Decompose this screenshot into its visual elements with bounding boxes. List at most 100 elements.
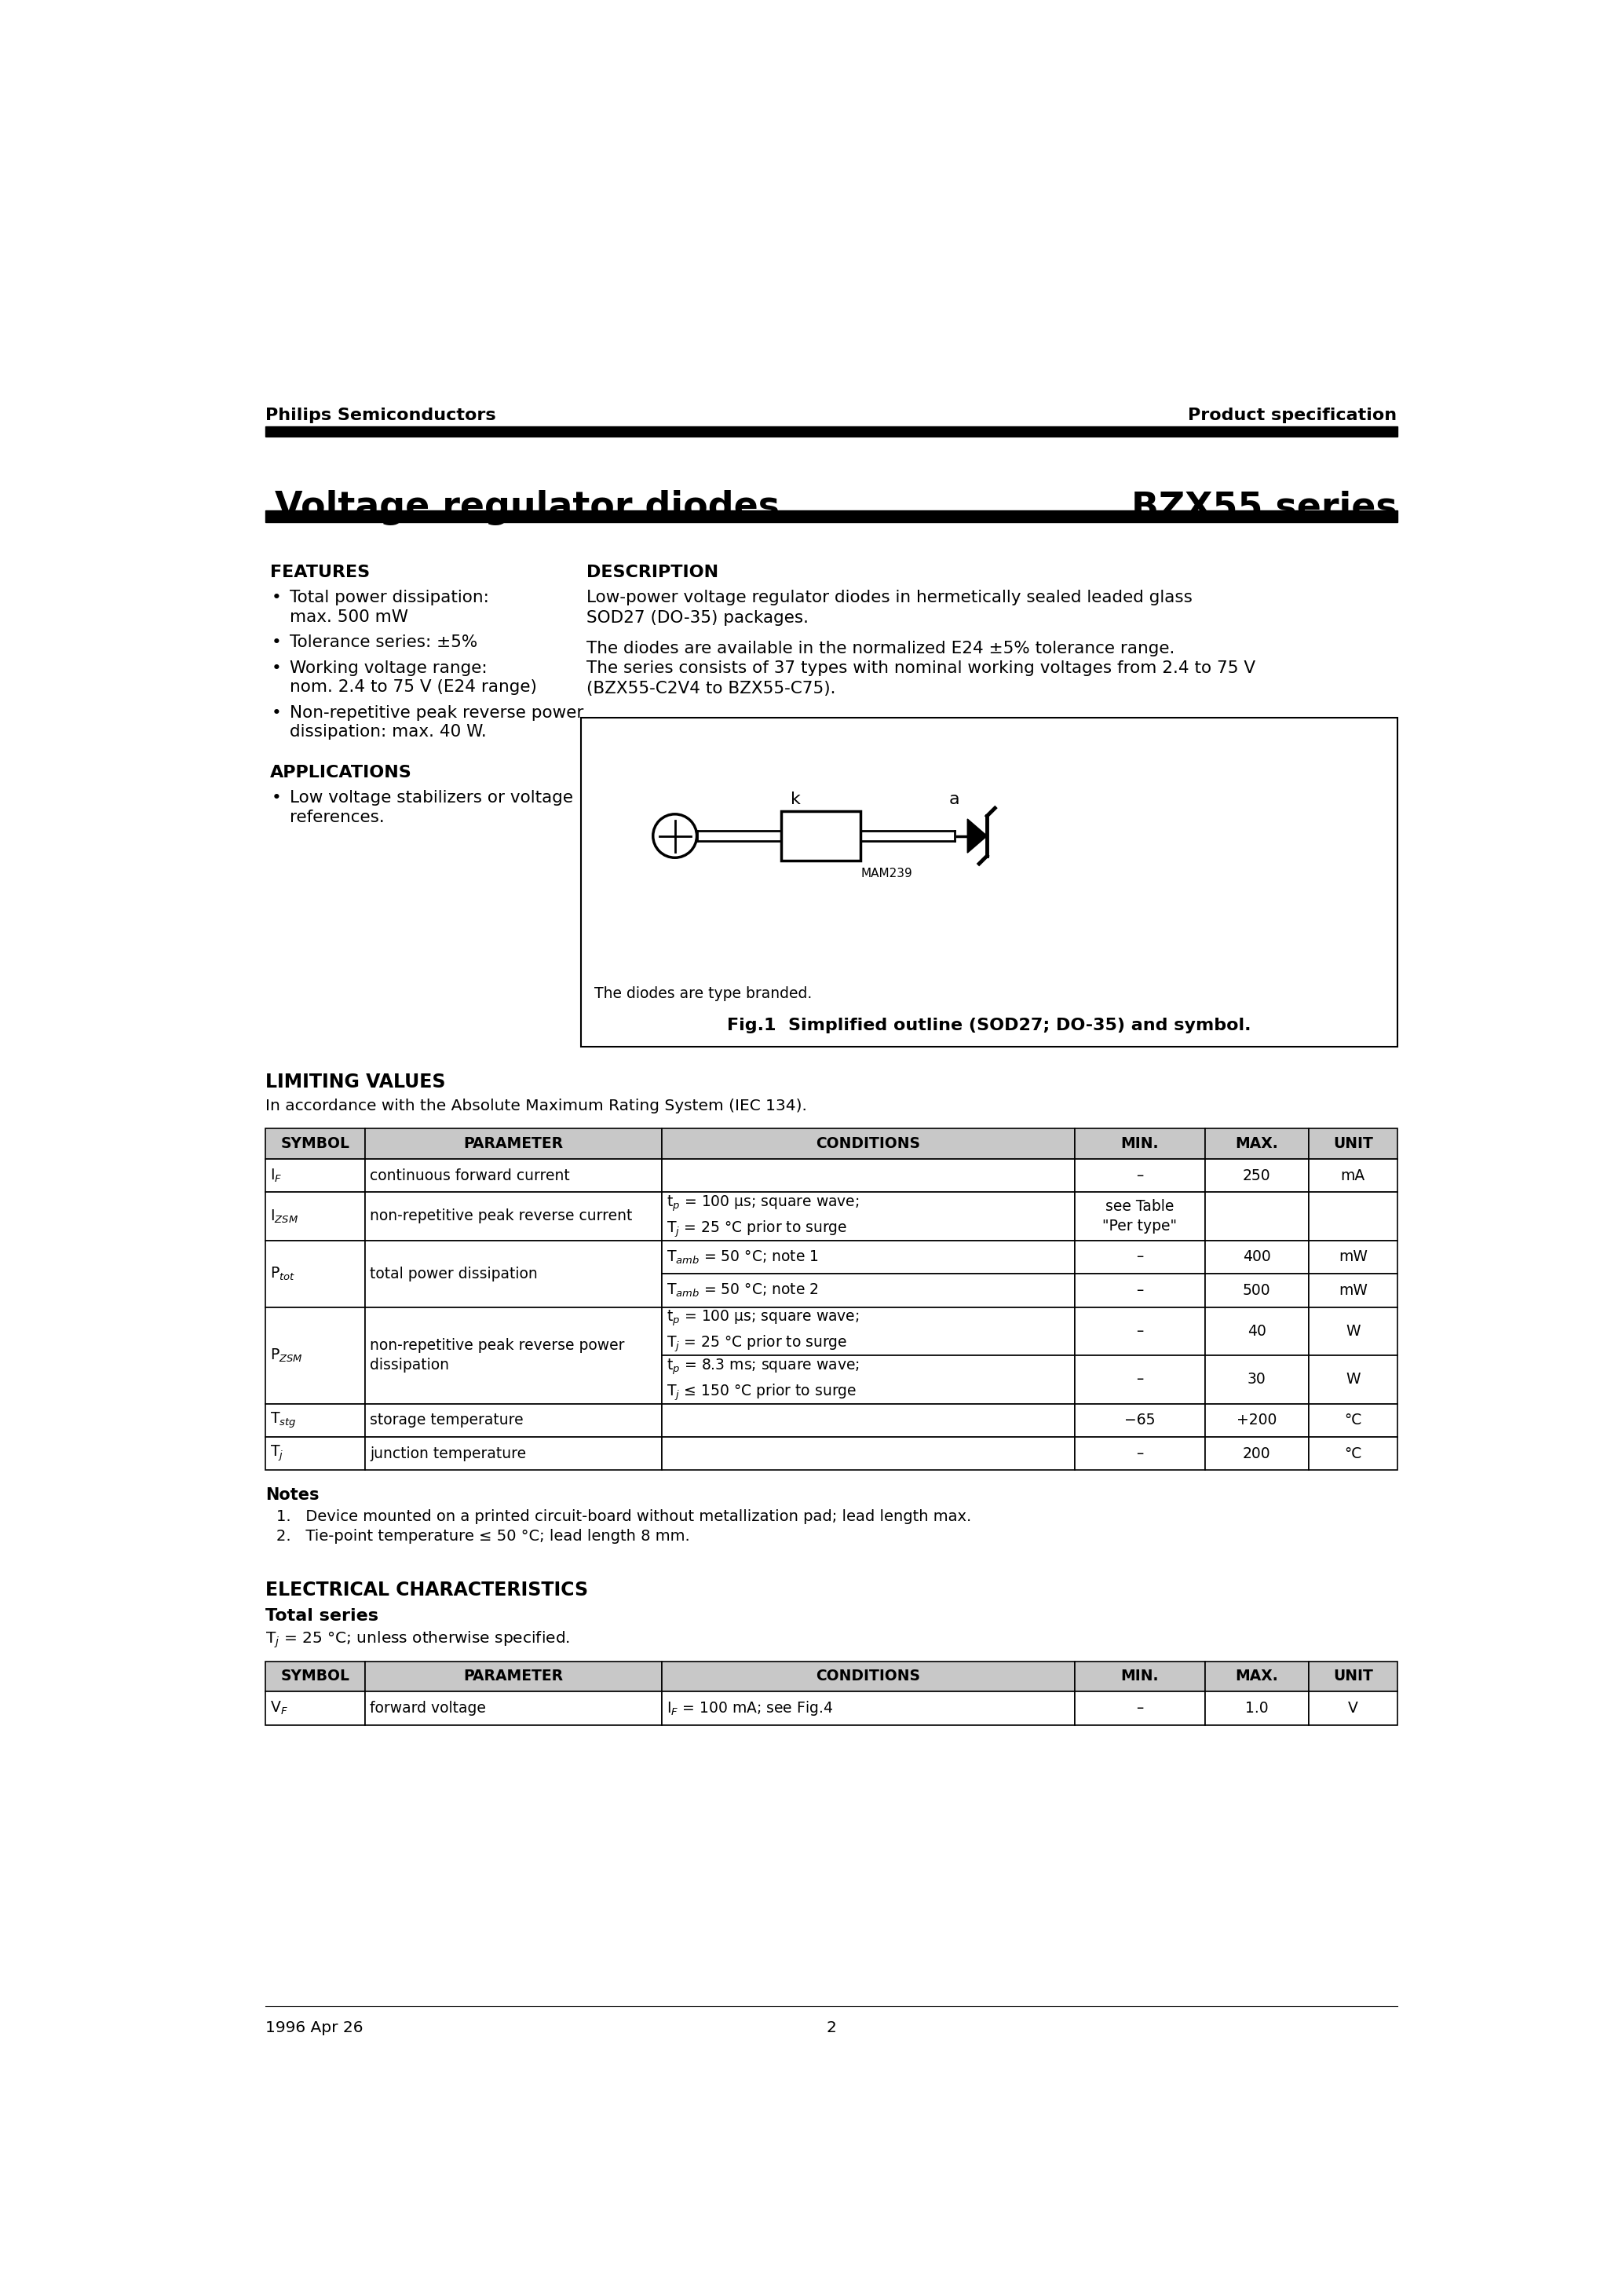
- Text: MIN.: MIN.: [1121, 1669, 1158, 1683]
- Text: mA: mA: [1341, 1169, 1366, 1182]
- Bar: [662, 1159, 1075, 1192]
- Bar: [1309, 1274, 1397, 1306]
- Text: SYMBOL: SYMBOL: [281, 1669, 350, 1683]
- Text: Non-repetitive peak reverse power: Non-repetitive peak reverse power: [290, 705, 584, 721]
- Text: Total series: Total series: [266, 1607, 378, 1623]
- Bar: [1205, 1130, 1309, 1159]
- Text: t$_{p}$ = 100 μs; square wave;
T$_{j}$ = 25 °C prior to surge: t$_{p}$ = 100 μs; square wave; T$_{j}$ =…: [667, 1194, 860, 1240]
- Bar: [662, 1306, 1075, 1355]
- Text: Working voltage range:: Working voltage range:: [290, 659, 487, 675]
- Bar: [1205, 1662, 1309, 1692]
- Bar: [1309, 1355, 1397, 1403]
- Text: •: •: [271, 590, 282, 606]
- Text: max. 500 mW: max. 500 mW: [290, 608, 409, 625]
- Bar: [662, 1355, 1075, 1403]
- Bar: [662, 1437, 1075, 1469]
- Text: DESCRIPTION: DESCRIPTION: [587, 565, 719, 581]
- Text: mW: mW: [1338, 1249, 1367, 1265]
- Bar: [266, 1306, 365, 1403]
- Text: Product specification: Product specification: [1189, 406, 1397, 422]
- Text: –: –: [1135, 1325, 1144, 1339]
- Text: 400: 400: [1242, 1249, 1270, 1265]
- Bar: [266, 1240, 365, 1306]
- Text: dissipation: max. 40 W.: dissipation: max. 40 W.: [290, 723, 487, 739]
- Bar: [1075, 1355, 1205, 1403]
- Text: •: •: [271, 790, 282, 806]
- Text: –: –: [1135, 1169, 1144, 1182]
- Text: UNIT: UNIT: [1333, 1669, 1372, 1683]
- Text: nom. 2.4 to 75 V (E24 range): nom. 2.4 to 75 V (E24 range): [290, 680, 537, 696]
- Bar: [1205, 1403, 1309, 1437]
- Text: SYMBOL: SYMBOL: [281, 1137, 350, 1150]
- Bar: [1075, 1437, 1205, 1469]
- Bar: [1075, 1662, 1205, 1692]
- Bar: [662, 1192, 1075, 1240]
- Text: T$_{amb}$ = 50 °C; note 2: T$_{amb}$ = 50 °C; note 2: [667, 1281, 819, 1300]
- Text: 40: 40: [1247, 1325, 1267, 1339]
- Bar: [1309, 1306, 1397, 1355]
- Text: k: k: [790, 792, 801, 808]
- Text: –: –: [1135, 1373, 1144, 1387]
- Text: I$_{F}$: I$_{F}$: [271, 1166, 282, 1185]
- Text: °C: °C: [1345, 1412, 1362, 1428]
- Bar: [1309, 1159, 1397, 1192]
- Text: 2: 2: [826, 2020, 837, 2034]
- Text: °C: °C: [1345, 1446, 1362, 1460]
- Bar: [1309, 1130, 1397, 1159]
- Bar: [266, 1192, 365, 1240]
- Text: Tolerance series: ±5%: Tolerance series: ±5%: [290, 634, 477, 650]
- Bar: [581, 716, 1397, 1047]
- Bar: [365, 1403, 662, 1437]
- Bar: [1205, 1692, 1309, 1724]
- Bar: [365, 1662, 662, 1692]
- Text: total power dissipation: total power dissipation: [370, 1267, 537, 1281]
- Text: W: W: [1346, 1325, 1361, 1339]
- Bar: [266, 427, 1397, 436]
- Bar: [266, 1662, 365, 1692]
- Text: ELECTRICAL CHARACTERISTICS: ELECTRICAL CHARACTERISTICS: [266, 1580, 589, 1598]
- Text: MIN.: MIN.: [1121, 1137, 1158, 1150]
- Bar: [1309, 1192, 1397, 1240]
- Bar: [662, 1662, 1075, 1692]
- Polygon shape: [967, 820, 988, 852]
- Text: references.: references.: [290, 810, 384, 824]
- Text: a: a: [949, 792, 959, 808]
- Bar: [1075, 1130, 1205, 1159]
- Text: •: •: [271, 634, 282, 650]
- Bar: [365, 1240, 662, 1306]
- Text: In accordance with the Absolute Maximum Rating System (IEC 134).: In accordance with the Absolute Maximum …: [266, 1097, 808, 1114]
- Bar: [266, 1403, 365, 1437]
- Text: t$_{p}$ = 100 μs; square wave;
T$_{j}$ = 25 °C prior to surge: t$_{p}$ = 100 μs; square wave; T$_{j}$ =…: [667, 1309, 860, 1355]
- Text: PARAMETER: PARAMETER: [464, 1669, 563, 1683]
- Text: APPLICATIONS: APPLICATIONS: [271, 765, 412, 781]
- Text: non-repetitive peak reverse power
dissipation: non-repetitive peak reverse power dissip…: [370, 1339, 624, 1373]
- Text: MAX.: MAX.: [1236, 1137, 1278, 1150]
- Bar: [365, 1306, 662, 1403]
- Text: 30: 30: [1247, 1373, 1267, 1387]
- Bar: [1205, 1192, 1309, 1240]
- Text: I$_{F}$ = 100 mA; see Fig.4: I$_{F}$ = 100 mA; see Fig.4: [667, 1699, 834, 1717]
- Text: +200: +200: [1236, 1412, 1277, 1428]
- Bar: [1075, 1403, 1205, 1437]
- Text: CONDITIONS: CONDITIONS: [816, 1669, 920, 1683]
- Bar: [1075, 1274, 1205, 1306]
- Text: CONDITIONS: CONDITIONS: [816, 1137, 920, 1150]
- Text: The diodes are available in the normalized E24 ±5% tolerance range.: The diodes are available in the normaliz…: [587, 641, 1174, 657]
- Text: W: W: [1346, 1373, 1361, 1387]
- Bar: [1205, 1306, 1309, 1355]
- Text: MAX.: MAX.: [1236, 1669, 1278, 1683]
- Bar: [1205, 1274, 1309, 1306]
- Text: BZX55 series: BZX55 series: [1131, 489, 1397, 526]
- Text: 200: 200: [1242, 1446, 1270, 1460]
- Bar: [1075, 1306, 1205, 1355]
- Text: −65: −65: [1124, 1412, 1155, 1428]
- Text: 1.   Device mounted on a printed circuit-board without metallization pad; lead l: 1. Device mounted on a printed circuit-b…: [276, 1508, 972, 1525]
- Text: 1996 Apr 26: 1996 Apr 26: [266, 2020, 363, 2034]
- Text: –: –: [1135, 1446, 1144, 1460]
- Bar: [365, 1692, 662, 1724]
- Bar: [1309, 1437, 1397, 1469]
- Text: Voltage regulator diodes: Voltage regulator diodes: [274, 489, 779, 526]
- Text: Notes: Notes: [266, 1488, 320, 1504]
- Text: Low voltage stabilizers or voltage: Low voltage stabilizers or voltage: [290, 790, 573, 806]
- Text: P$_{tot}$: P$_{tot}$: [271, 1265, 295, 1281]
